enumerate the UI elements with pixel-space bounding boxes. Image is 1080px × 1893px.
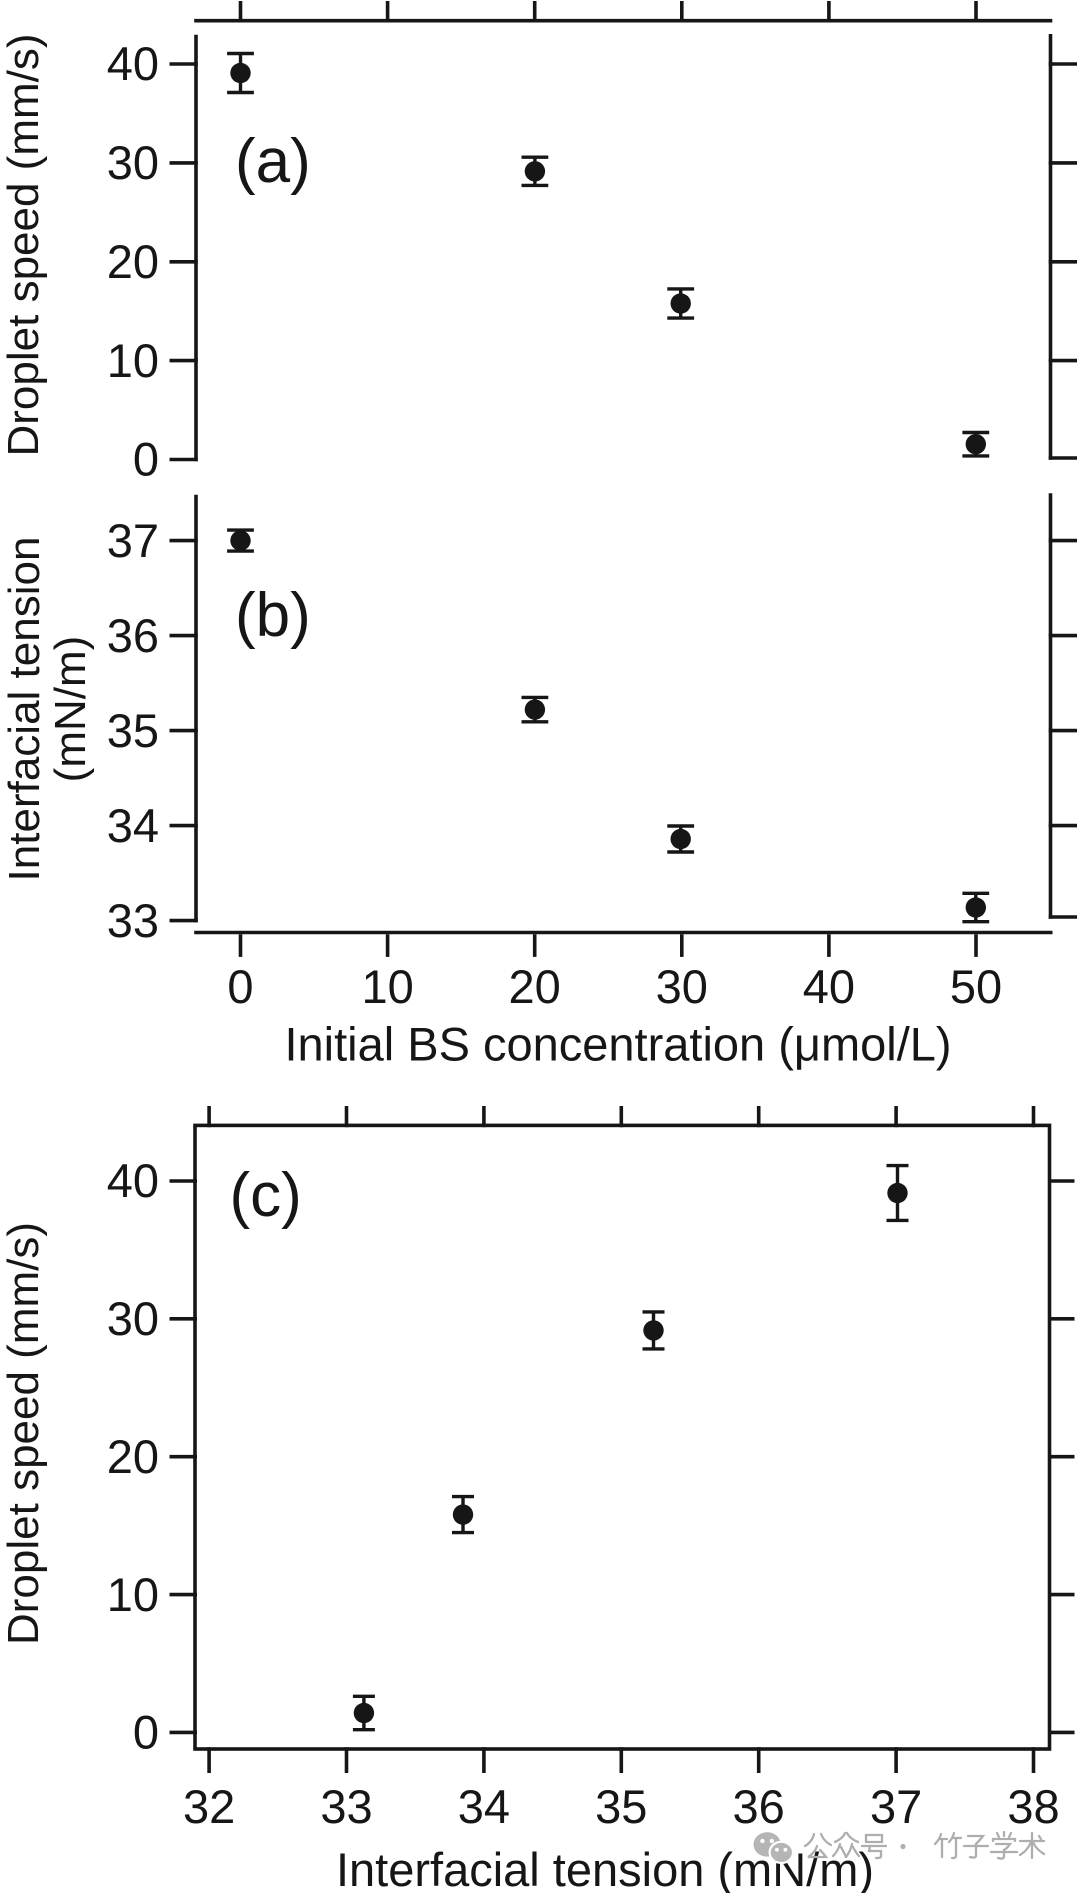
svg-text:38: 38 [1007, 1780, 1059, 1833]
svg-text:Droplet speed (mm/s): Droplet speed (mm/s) [0, 1222, 48, 1645]
svg-text:30: 30 [107, 136, 159, 189]
svg-text:33: 33 [107, 894, 159, 947]
svg-text:35: 35 [107, 704, 159, 757]
svg-text:(b): (b) [235, 581, 311, 650]
svg-text:37: 37 [870, 1780, 922, 1833]
svg-text:20: 20 [509, 960, 561, 1013]
svg-text:30: 30 [107, 1292, 159, 1345]
svg-text:36: 36 [107, 609, 159, 662]
svg-text:Interfacial tension: Interfacial tension [0, 537, 49, 882]
svg-text:(a): (a) [235, 127, 311, 196]
svg-text:40: 40 [803, 960, 855, 1013]
svg-text:20: 20 [107, 235, 159, 288]
svg-text:32: 32 [183, 1780, 235, 1833]
svg-text:0: 0 [133, 1706, 159, 1759]
svg-text:10: 10 [361, 960, 413, 1013]
svg-text:33: 33 [320, 1780, 372, 1833]
svg-text:20: 20 [107, 1430, 159, 1483]
svg-text:10: 10 [107, 1568, 159, 1621]
svg-text:34: 34 [458, 1780, 510, 1833]
svg-text:36: 36 [733, 1780, 785, 1833]
svg-text:Initial BS concentration (μmol: Initial BS concentration (μmol/L) [284, 1018, 951, 1071]
svg-text:34: 34 [107, 799, 159, 852]
svg-text:10: 10 [107, 334, 159, 387]
svg-text:35: 35 [595, 1780, 647, 1833]
svg-text:50: 50 [950, 960, 1002, 1013]
svg-text:(mN/m): (mN/m) [46, 636, 95, 783]
svg-text:Droplet speed (mm/s): Droplet speed (mm/s) [0, 33, 48, 456]
svg-text:40: 40 [107, 1154, 159, 1207]
svg-text:(c): (c) [230, 1161, 302, 1230]
svg-text:30: 30 [656, 960, 708, 1013]
svg-text:40: 40 [107, 37, 159, 90]
svg-text:0: 0 [227, 960, 253, 1013]
svg-text:0: 0 [133, 433, 159, 486]
svg-text:37: 37 [107, 514, 159, 567]
